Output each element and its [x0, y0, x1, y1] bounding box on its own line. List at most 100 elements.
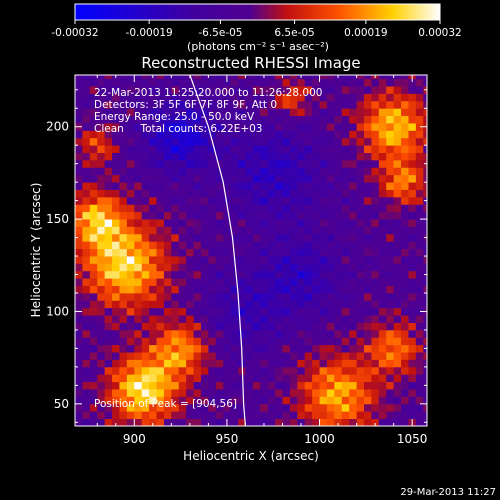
heatmap-cell	[386, 86, 395, 94]
heatmap-cell	[75, 396, 83, 405]
heatmap-cell	[141, 115, 150, 124]
heatmap-cell	[82, 366, 91, 375]
heatmap-cell	[423, 152, 427, 161]
heatmap-cell	[349, 270, 357, 279]
heatmap-cell	[386, 204, 395, 213]
heatmap-cell	[156, 86, 165, 94]
heatmap-cell	[200, 174, 209, 183]
heatmap-cell	[112, 219, 120, 227]
heatmap-cell	[386, 396, 395, 405]
heatmap-cell	[349, 241, 357, 250]
heatmap-cell	[245, 241, 254, 250]
heatmap-cell	[312, 374, 320, 383]
heatmap-cell	[312, 152, 320, 161]
heatmap-cell	[334, 418, 343, 426]
heatmap-cell	[89, 123, 98, 131]
heatmap-cell	[408, 130, 417, 139]
heatmap-cell	[119, 418, 128, 426]
heatmap-cell	[141, 352, 150, 360]
heatmap-cell	[356, 352, 365, 360]
heatmap-cell	[326, 278, 335, 286]
heatmap-cell	[119, 196, 128, 205]
heatmap-cell	[141, 381, 150, 390]
heatmap-cell	[245, 152, 254, 161]
heatmap-cell	[82, 182, 91, 190]
heatmap-cell	[178, 189, 187, 198]
heatmap-cell	[238, 256, 246, 264]
heatmap-cell	[252, 78, 261, 87]
heatmap-cell	[260, 374, 269, 383]
heatmap-cell	[238, 233, 246, 242]
heatmap-cell	[245, 278, 254, 286]
heatmap-cell	[304, 278, 313, 286]
heatmap-cell	[82, 374, 91, 383]
heatmap-cell	[252, 322, 261, 331]
heatmap-cell	[223, 256, 232, 264]
heatmap-cell	[193, 322, 202, 331]
heatmap-cell	[304, 263, 313, 272]
heatmap-cell	[297, 285, 306, 294]
heatmap-cell	[163, 381, 172, 390]
heatmap-cell	[238, 219, 246, 227]
heatmap-cell	[215, 374, 224, 383]
heatmap-cell	[112, 137, 120, 146]
heatmap-cell	[141, 278, 150, 286]
heatmap-cell	[230, 352, 239, 360]
heatmap-cell	[341, 352, 350, 360]
heatmap-cell	[178, 211, 187, 220]
heatmap-cell	[156, 100, 165, 109]
heatmap-cell	[297, 366, 306, 375]
heatmap-cell	[89, 174, 98, 183]
heatmap-cell	[275, 270, 283, 279]
heatmap-cell	[215, 211, 224, 220]
heatmap-cell	[238, 115, 246, 124]
heatmap-cell	[260, 233, 269, 242]
heatmap-cell	[171, 93, 180, 102]
heatmap-cell	[312, 352, 320, 360]
heatmap-cell	[378, 196, 387, 205]
heatmap-cell	[319, 115, 328, 124]
heatmap-cell	[223, 270, 232, 279]
heatmap-cell	[82, 130, 91, 139]
heatmap-cell	[141, 300, 150, 309]
heatmap-cell	[297, 359, 306, 368]
heatmap-cell	[200, 418, 209, 426]
heatmap-cell	[89, 78, 98, 87]
heatmap-cell	[319, 182, 328, 190]
heatmap-cell	[260, 403, 269, 412]
heatmap-cell	[341, 396, 350, 405]
heatmap-cell	[238, 86, 246, 94]
heatmap-cell	[238, 167, 246, 176]
heatmap-cell	[82, 329, 91, 338]
heatmap-cell	[386, 241, 395, 250]
heatmap-cell	[386, 352, 395, 360]
heatmap-cell	[119, 270, 128, 279]
heatmap-cell	[349, 233, 357, 242]
heatmap-cell	[223, 285, 232, 294]
heatmap-cell	[364, 108, 372, 117]
heatmap-cell	[149, 403, 157, 412]
heatmap-cell	[423, 329, 427, 338]
heatmap-cell	[378, 322, 387, 331]
heatmap-cell	[178, 344, 187, 353]
heatmap-cell	[208, 123, 217, 131]
heatmap-cell	[89, 93, 98, 102]
heatmap-cell	[156, 270, 165, 279]
heatmap-cell	[186, 159, 194, 168]
heatmap-cell	[156, 352, 165, 360]
heatmap-cell	[304, 75, 313, 80]
heatmap-cell	[156, 329, 165, 338]
heatmap-cell	[75, 86, 83, 94]
heatmap-cell	[289, 396, 298, 405]
heatmap-cell	[89, 86, 98, 94]
heatmap-cell	[156, 263, 165, 272]
heatmap-cell	[223, 329, 232, 338]
heatmap-cell	[171, 292, 180, 301]
heatmap-cell	[378, 403, 387, 412]
heatmap-cell	[356, 204, 365, 213]
heatmap-cell	[297, 329, 306, 338]
heatmap-cell	[326, 123, 335, 131]
heatmap-cell	[289, 100, 298, 109]
heatmap-cell	[230, 329, 239, 338]
heatmap-cell	[163, 115, 172, 124]
